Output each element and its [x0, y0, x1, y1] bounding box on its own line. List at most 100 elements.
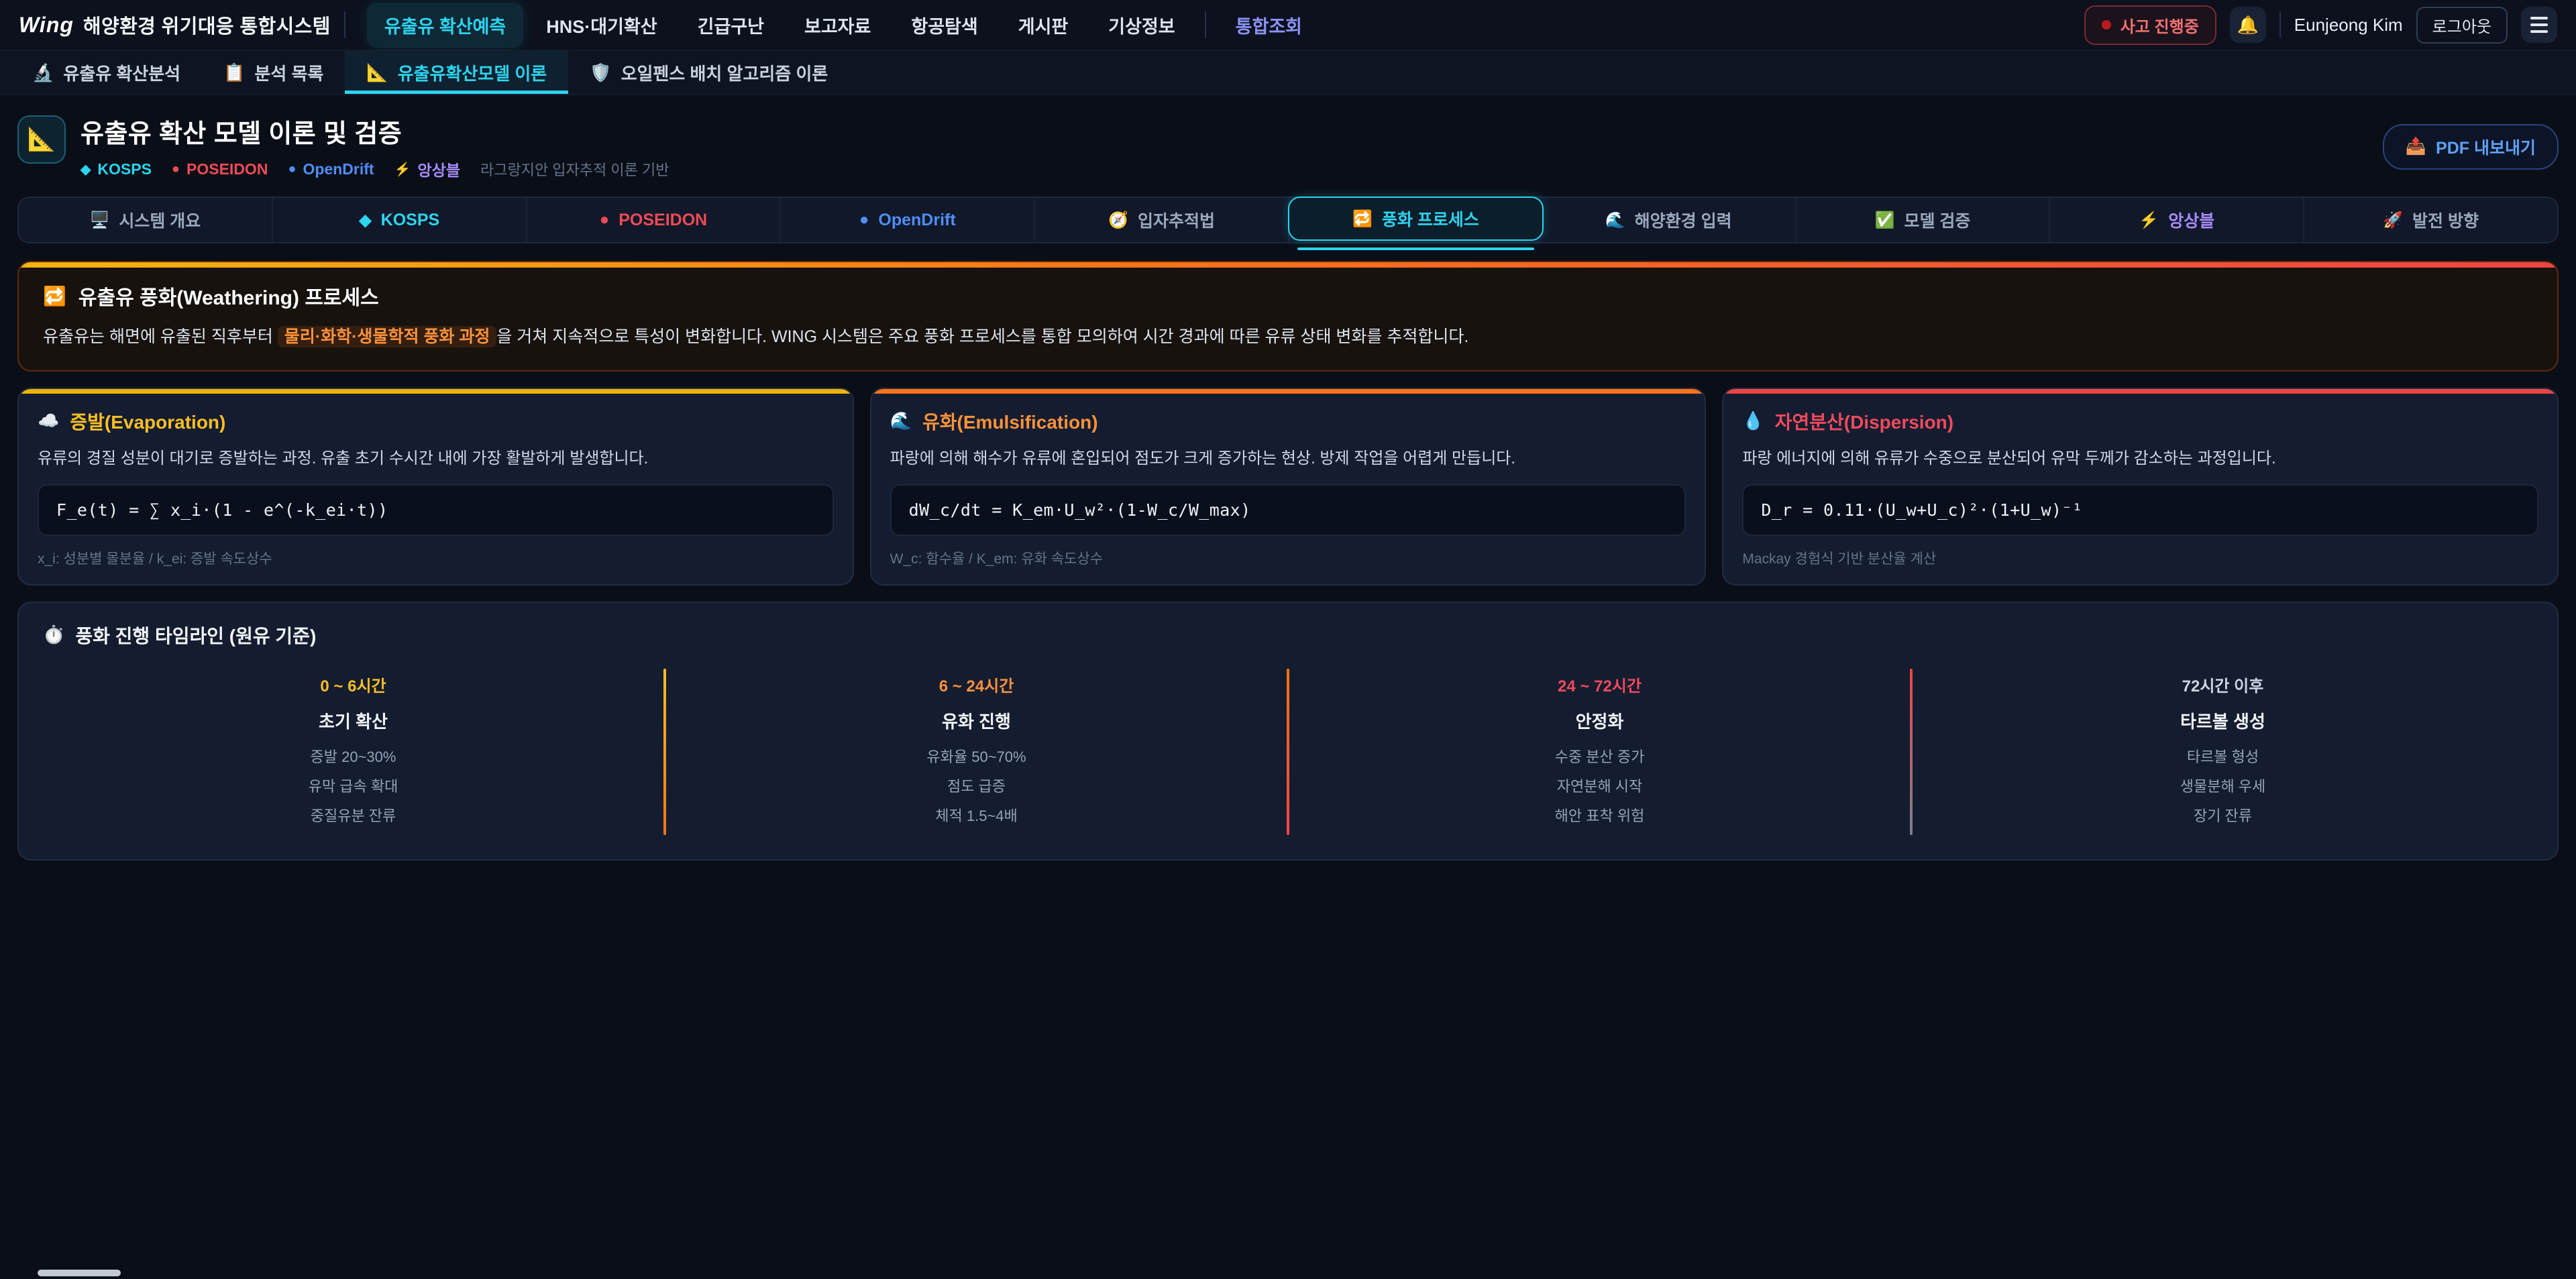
tab-particle-tracking[interactable]: 🧭 입자추적법 — [1035, 198, 1289, 242]
card-footnote: W_c: 함수율 / K_em: 유화 속도상수 — [890, 551, 1104, 567]
wave-icon: 🌊 — [890, 410, 912, 431]
compass-icon: 🧭 — [1108, 211, 1129, 229]
stopwatch-icon: ⏱️ — [43, 624, 65, 645]
timeline-divider — [1910, 668, 1913, 835]
timeline-title: ⏱️ 풍화 진행 타임라인 (원유 기준) — [43, 622, 2533, 649]
subtab-oil-spill-analysis[interactable]: 🔬 유출유 확산분석 — [11, 51, 202, 94]
card-description: 파랑에 의해 해수가 유류에 혼입되어 점도가 크게 증가하는 현상. 방제 작… — [890, 449, 1516, 467]
phase-name: 초기 확산 — [319, 711, 388, 732]
subtab-analysis-list[interactable]: 📋 분석 목록 — [202, 51, 345, 94]
timeline-grid: 0 ~ 6시간 초기 확산 증발 20~30% 유막 급속 확대 중질유분 잔류… — [43, 668, 2533, 835]
nav-item-weather-info[interactable]: 기상정보 — [1108, 16, 1175, 37]
tab-weathering-process[interactable]: 🔁 풍화 프로세스 — [1287, 197, 1544, 250]
card-accent-bar — [871, 388, 1705, 394]
tab-system-overview[interactable]: 🖥️ 시스템 개요 — [19, 198, 273, 242]
triangular-ruler-icon: 📐 — [366, 62, 388, 82]
page-title: 유출유 확산 모델 이론 및 검증 — [80, 120, 402, 148]
subtab-label: 오일펜스 배치 알고리즘 이론 — [621, 63, 828, 84]
badge-opendrift: ● OpenDrift — [288, 160, 374, 178]
weathering-description: 유출유는 해면에 유출된 직후부터 물리·화학·생물학적 풍화 과정 을 거쳐 지… — [43, 324, 2533, 350]
timeline-divider — [663, 668, 666, 835]
timeline-phase-tarball-formation: 72시간 이후 타르볼 생성 타르볼 형성 생물분해 우세 장기 잔류 — [1913, 669, 2533, 835]
phase-detail: 타르볼 형성 — [2186, 748, 2259, 765]
subtab-label: 분석 목록 — [254, 63, 324, 84]
phase-time-range: 72시간 이후 — [2182, 677, 2264, 696]
card-title-text: 증발(Evaporation) — [70, 411, 226, 433]
tab-label: 시스템 개요 — [119, 212, 201, 231]
timeline-title-text: 풍화 진행 타임라인 (원유 기준) — [75, 625, 317, 647]
export-icon: 📤 — [2405, 137, 2427, 156]
phase-name: 타르볼 생성 — [2180, 711, 2265, 732]
incident-status-label: 사고 진행중 — [2120, 17, 2199, 36]
badge-ensemble: ⚡ 앙상블 — [394, 158, 460, 180]
logout-button[interactable]: 로그아웃 — [2416, 6, 2508, 44]
app-logo: Wing 해양환경 위기대응 통합시스템 — [19, 11, 331, 39]
circle-icon: ● — [171, 161, 180, 176]
pdf-export-label: PDF 내보내기 — [2436, 138, 2536, 158]
circle-icon: ● — [288, 161, 297, 176]
incident-dot-icon — [2101, 20, 2111, 30]
repeat-icon: 🔁 — [43, 285, 66, 307]
card-title-text: 자연분산(Dispersion) — [1774, 411, 1954, 433]
nav-item-oil-spill-prediction[interactable]: 유출유 확산예측 — [366, 2, 524, 48]
card-accent-bar — [1723, 388, 2557, 394]
subtab-label: 유출유확산모델 이론 — [397, 63, 547, 84]
tab-label: POSEIDON — [619, 210, 708, 229]
pdf-export-button[interactable]: 📤 PDF 내보내기 — [2382, 123, 2559, 170]
highlighted-phrase: 물리·화학·생물학적 풍화 과정 — [277, 326, 497, 347]
badge-label: 앙상블 — [417, 162, 460, 179]
nav-item-hns-air-diffusion[interactable]: HNS·대기확산 — [546, 16, 657, 37]
card-dispersion: 💧 자연분산(Dispersion) 파랑 에너지에 의해 유류가 수중으로 분… — [1722, 387, 2559, 586]
card-title: ☁️ 증발(Evaporation) — [38, 408, 834, 435]
main-content: 📐 유출유 확산 모델 이론 및 검증 ◆ KOSPS ● POSEIDON ● — [0, 95, 2576, 860]
phase-detail: 체적 1.5~4배 — [935, 807, 1018, 824]
nav-menu: 유출유 확산예측 HNS·대기확산 긴급구난 보고자료 항공탐색 게시판 기상정… — [366, 2, 1320, 48]
tab-future-direction[interactable]: 🚀 발전 방향 — [2304, 198, 2557, 242]
nav-item-board[interactable]: 게시판 — [1018, 16, 1069, 37]
tab-opendrift[interactable]: ● OpenDrift — [781, 198, 1036, 242]
clipboard-icon: 📋 — [223, 62, 246, 82]
tab-model-validation[interactable]: ✅ 모델 검증 — [1796, 198, 2051, 242]
diamond-icon: ◆ — [80, 162, 91, 177]
notification-bell-button[interactable]: 🔔 — [2229, 7, 2266, 43]
card-description: 파랑 에너지에 의해 유류가 수중으로 분산되어 유막 두께가 감소하는 과정입… — [1742, 449, 2276, 467]
nav-item-reports[interactable]: 보고자료 — [804, 16, 871, 37]
phase-detail: 증발 20~30% — [310, 748, 396, 765]
card-footnote: x_i: 성분별 몰분율 / k_ei: 증발 속도상수 — [38, 551, 272, 567]
weathering-timeline-panel: ⏱️ 풍화 진행 타임라인 (원유 기준) 0 ~ 6시간 초기 확산 증발 2… — [17, 601, 2559, 860]
phase-detail: 점도 급증 — [947, 777, 1006, 795]
horizontal-scrollbar-thumb[interactable] — [38, 1270, 121, 1276]
tab-label: KOSPS — [380, 210, 440, 229]
subtab-diffusion-model-theory[interactable]: 📐 유출유확산모델 이론 — [345, 51, 569, 94]
hamburger-menu-button[interactable] — [2521, 7, 2557, 43]
badge-label: POSEIDON — [186, 160, 268, 178]
phase-detail: 자연분해 시작 — [1556, 777, 1643, 795]
triangular-ruler-icon: 📐 — [27, 127, 56, 152]
weathering-overview-panel: 🔁 유출유 풍화(Weathering) 프로세스 유출유는 해면에 유출된 직… — [17, 261, 2559, 372]
timeline-phase-emulsification-progress: 6 ~ 24시간 유화 진행 유화율 50~70% 점도 급증 체적 1.5~4… — [666, 669, 1287, 835]
tab-ensemble[interactable]: ⚡ 앙상블 — [2050, 198, 2305, 242]
nav-item-aerial-search[interactable]: 항공탐색 — [911, 16, 978, 37]
sub-tab-bar: 🔬 유출유 확산분석 📋 분석 목록 📐 유출유확산모델 이론 🛡️ 오일펜스 … — [0, 51, 2576, 95]
tab-kosps[interactable]: ◆ KOSPS — [273, 198, 527, 242]
desc-text: 을 거쳐 지속적으로 특성이 변화합니다. WING 시스템은 주요 풍화 프로… — [496, 327, 1469, 346]
phase-name: 안정화 — [1575, 711, 1624, 732]
card-description: 유류의 경질 성분이 대기로 증발하는 과정. 유출 초기 수시간 내에 가장 … — [38, 449, 649, 467]
emulsification-formula: dW_c/dt = K_em·U_w²·(1-W_c/W_max) — [890, 484, 1686, 536]
nav-item-integrated-search[interactable]: 통합조회 — [1235, 16, 1303, 37]
tab-label: 모델 검증 — [1904, 212, 1971, 231]
microscope-icon: 🔬 — [32, 62, 54, 82]
bell-icon: 🔔 — [2237, 14, 2259, 35]
evaporation-formula: F_e(t) = ∑ x_i·(1 - e^(-k_ei·t)) — [38, 484, 834, 536]
tab-marine-environment-input[interactable]: 🌊 해양환경 입력 — [1542, 198, 1796, 242]
weathering-panel-title: 🔁 유출유 풍화(Weathering) 프로세스 — [43, 281, 2533, 311]
tab-poseidon[interactable]: ● POSEIDON — [527, 198, 782, 242]
phase-detail: 장기 잔류 — [2193, 807, 2253, 824]
subtab-oil-fence-algorithm-theory[interactable]: 🛡️ 오일펜스 배치 알고리즘 이론 — [568, 51, 849, 94]
shield-icon: 🛡️ — [590, 62, 612, 82]
phase-detail: 생물분해 우세 — [2180, 777, 2266, 795]
tab-label: 해양환경 입력 — [1634, 212, 1732, 231]
tab-label: 발전 방향 — [2412, 212, 2479, 231]
app-title: 해양환경 위기대응 통합시스템 — [83, 16, 331, 38]
nav-item-emergency-rescue[interactable]: 긴급구난 — [697, 16, 764, 37]
